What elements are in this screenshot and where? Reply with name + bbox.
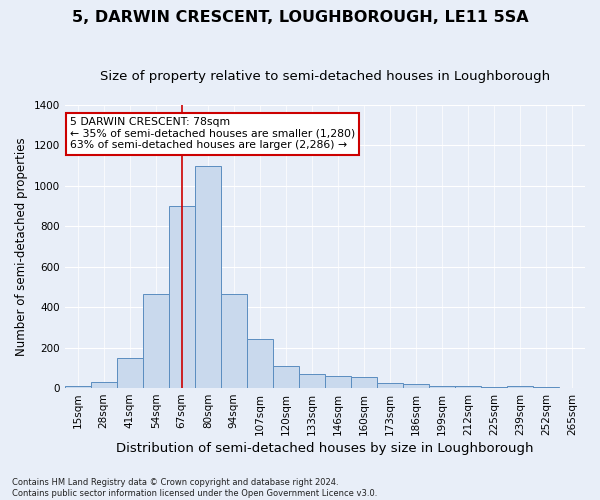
Bar — [299, 374, 325, 388]
Bar — [273, 366, 299, 388]
Text: 5, DARWIN CRESCENT, LOUGHBOROUGH, LE11 5SA: 5, DARWIN CRESCENT, LOUGHBOROUGH, LE11 5… — [71, 10, 529, 25]
X-axis label: Distribution of semi-detached houses by size in Loughborough: Distribution of semi-detached houses by … — [116, 442, 533, 455]
Bar — [195, 166, 221, 388]
Text: Contains HM Land Registry data © Crown copyright and database right 2024.
Contai: Contains HM Land Registry data © Crown c… — [12, 478, 377, 498]
Bar — [507, 386, 533, 388]
Bar — [247, 338, 273, 388]
Bar — [351, 377, 377, 388]
Text: 5 DARWIN CRESCENT: 78sqm
← 35% of semi-detached houses are smaller (1,280)
63% o: 5 DARWIN CRESCENT: 78sqm ← 35% of semi-d… — [70, 117, 355, 150]
Bar — [221, 294, 247, 388]
Bar — [455, 386, 481, 388]
Bar — [65, 386, 91, 388]
Bar — [403, 384, 429, 388]
Bar — [481, 387, 507, 388]
Bar — [377, 383, 403, 388]
Bar — [91, 382, 116, 388]
Bar — [143, 294, 169, 388]
Y-axis label: Number of semi-detached properties: Number of semi-detached properties — [15, 137, 28, 356]
Title: Size of property relative to semi-detached houses in Loughborough: Size of property relative to semi-detach… — [100, 70, 550, 83]
Bar — [429, 386, 455, 388]
Bar — [533, 387, 559, 388]
Bar — [169, 206, 195, 388]
Bar — [325, 376, 351, 388]
Bar — [117, 358, 143, 388]
